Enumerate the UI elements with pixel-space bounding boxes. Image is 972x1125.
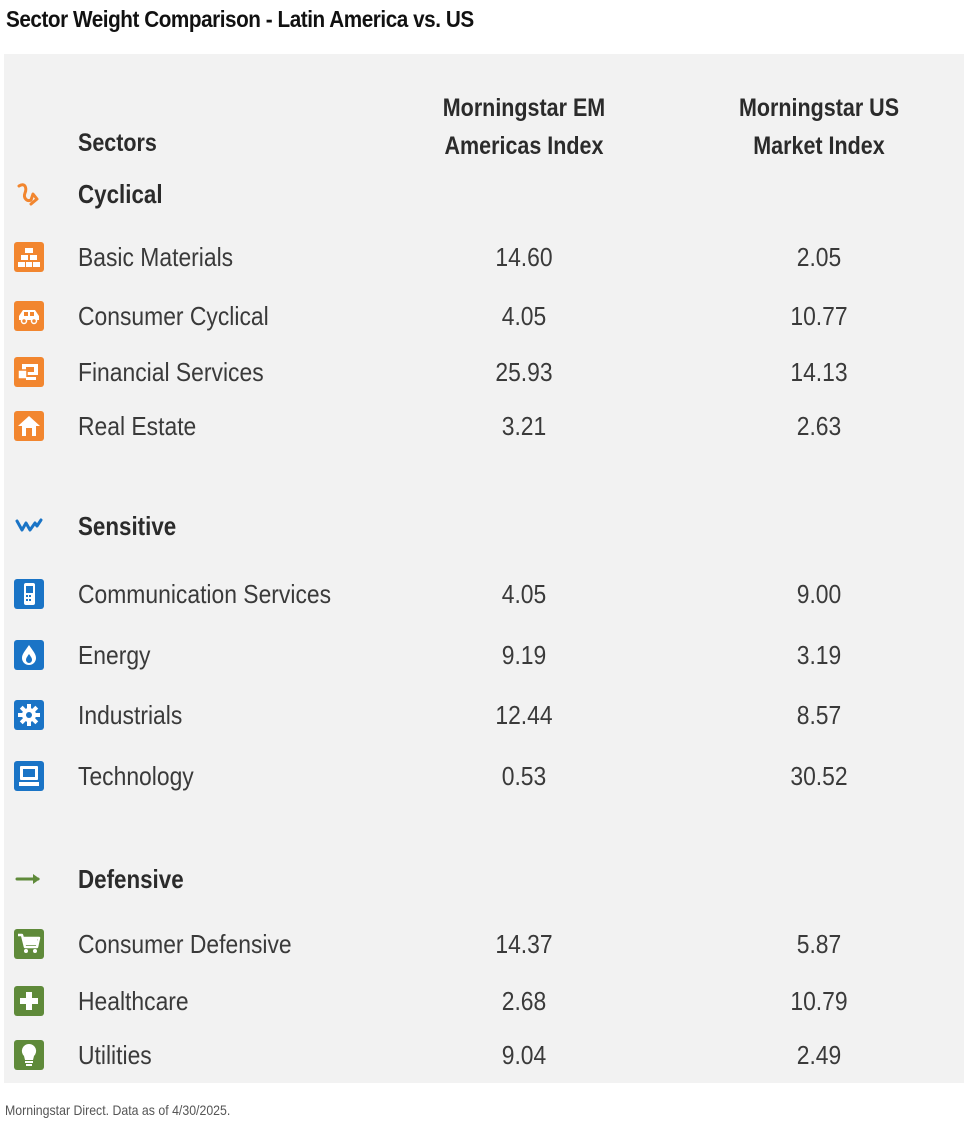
em-americas-value: 0.53 — [501, 761, 547, 791]
table-row: Utilities 9.04 2.49 — [4, 1035, 964, 1075]
communication-services-icon — [14, 579, 44, 609]
em-americas-value: 2.68 — [501, 986, 547, 1016]
chart-title: Sector Weight Comparison - Latin America… — [6, 6, 474, 32]
em-americas-value: 25.93 — [495, 357, 553, 387]
consumer-cyclical-icon — [14, 301, 44, 331]
sensitive-icon — [14, 511, 44, 541]
sector-label: Energy — [78, 640, 151, 670]
sector-label: Consumer Defensive — [78, 929, 292, 959]
group-label-sensitive: Sensitive — [78, 511, 177, 541]
em-americas-value: 9.19 — [501, 640, 547, 670]
real-estate-icon — [14, 411, 44, 441]
group-row-cyclical: Cyclical — [4, 174, 964, 214]
table-row: Basic Materials 14.60 2.05 — [4, 237, 964, 277]
table-row: Financial Services 25.93 14.13 — [4, 352, 964, 392]
sector-label: Financial Services — [78, 357, 264, 387]
em-americas-column-header-text: Morningstar EM Americas Index — [442, 94, 606, 160]
table-row: Communication Services 4.05 9.00 — [4, 574, 964, 614]
financial-services-icon — [14, 357, 44, 387]
sector-label: Communication Services — [78, 579, 332, 609]
em-americas-value: 9.04 — [501, 1040, 547, 1070]
group-label-cyclical: Cyclical — [78, 179, 163, 209]
em-americas-value: 14.60 — [495, 242, 553, 272]
table-row: Consumer Cyclical 4.05 10.77 — [4, 296, 964, 336]
em-americas-column-header: Morningstar EM Americas Index — [386, 89, 661, 165]
sector-label: Healthcare — [78, 986, 189, 1016]
us-market-column-header-text: Morningstar US Market Index — [738, 94, 900, 160]
sector-label: Technology — [78, 761, 194, 791]
healthcare-icon — [14, 986, 44, 1016]
sector-table: Sectors Morningstar EM Americas Index Mo… — [4, 54, 964, 1083]
em-americas-value: 3.21 — [501, 411, 547, 441]
us-market-value: 8.57 — [796, 700, 842, 730]
industrials-icon — [14, 700, 44, 730]
sector-label: Industrials — [78, 700, 183, 730]
sector-label: Utilities — [78, 1040, 152, 1070]
us-market-value: 14.13 — [790, 357, 848, 387]
us-market-column-header: Morningstar US Market Index — [686, 89, 953, 165]
table-row: Healthcare 2.68 10.79 — [4, 981, 964, 1021]
energy-icon — [14, 640, 44, 670]
table-row: Technology 0.53 30.52 — [4, 756, 964, 796]
table-row: Real Estate 3.21 2.63 — [4, 406, 964, 446]
technology-icon — [14, 761, 44, 791]
em-americas-value: 12.44 — [495, 700, 553, 730]
group-row-sensitive: Sensitive — [4, 506, 964, 546]
table-row: Energy 9.19 3.19 — [4, 635, 964, 675]
us-market-value: 2.63 — [796, 411, 842, 441]
defensive-icon — [14, 864, 44, 894]
us-market-value: 2.49 — [796, 1040, 842, 1070]
sector-label: Real Estate — [78, 411, 197, 441]
sector-label: Basic Materials — [78, 242, 234, 272]
utilities-icon — [14, 1040, 44, 1070]
table-row: Industrials 12.44 8.57 — [4, 695, 964, 735]
em-americas-value: 4.05 — [501, 579, 547, 609]
us-market-value: 10.77 — [790, 301, 848, 331]
group-label-defensive: Defensive — [78, 864, 184, 894]
us-market-value: 9.00 — [796, 579, 842, 609]
sectors-column-header: Sectors — [78, 129, 157, 157]
us-market-value: 2.05 — [796, 242, 842, 272]
em-americas-value: 4.05 — [501, 301, 547, 331]
us-market-value: 5.87 — [796, 929, 842, 959]
cyclical-icon — [14, 179, 44, 209]
source-note: Morningstar Direct. Data as of 4/30/2025… — [5, 1102, 231, 1118]
group-row-defensive: Defensive — [4, 859, 964, 899]
table-row: Consumer Defensive 14.37 5.87 — [4, 924, 964, 964]
us-market-value: 3.19 — [796, 640, 842, 670]
sector-label: Consumer Cyclical — [78, 301, 269, 331]
basic-materials-icon — [14, 242, 44, 272]
us-market-value: 10.79 — [790, 986, 848, 1016]
us-market-value: 30.52 — [790, 761, 848, 791]
em-americas-value: 14.37 — [495, 929, 553, 959]
consumer-defensive-icon — [14, 929, 44, 959]
